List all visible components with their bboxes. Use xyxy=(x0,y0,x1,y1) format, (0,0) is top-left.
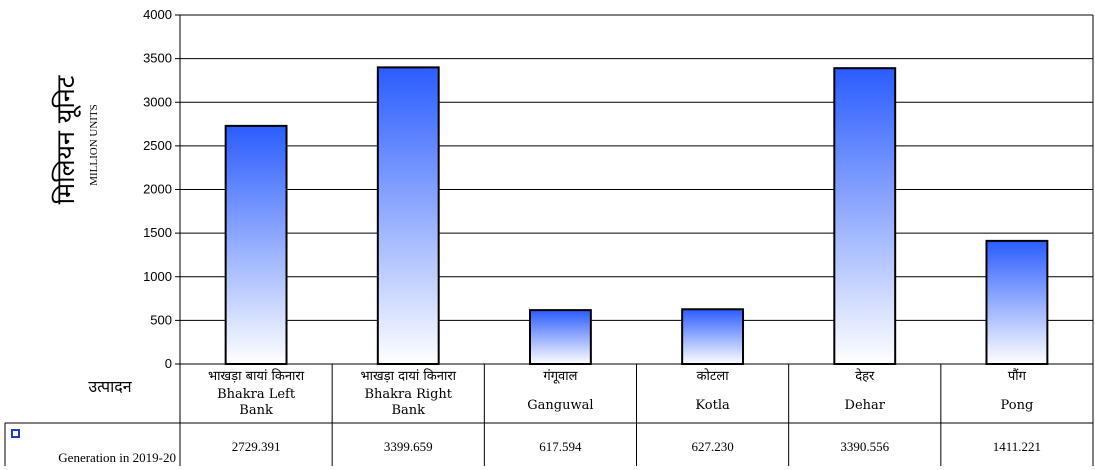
category-label: Kotla xyxy=(695,398,730,413)
category-label-hindi: पौंग xyxy=(1008,368,1027,384)
bar-kotla xyxy=(681,308,745,365)
y-tick-label: 3000 xyxy=(143,94,172,109)
category-label-hindi: कोटला xyxy=(697,368,730,384)
category-label: Bhakra Right xyxy=(364,387,452,402)
data-label: 627.230 xyxy=(691,439,733,454)
bar-bhakra-right-bank xyxy=(376,66,440,365)
y-tick-label: 1000 xyxy=(143,269,172,284)
category-label: Bank xyxy=(391,403,425,418)
y-tick-label: 4000 xyxy=(143,7,172,22)
y-tick-label: 3500 xyxy=(143,51,172,66)
y-axis: 0 500 1000 1500 2000 2500 3000 3500 4000 xyxy=(143,7,1094,371)
y-axis-label-hindi: मिलियन यूनिट xyxy=(51,75,81,204)
data-label: 1411.221 xyxy=(993,439,1041,454)
category-label-hindi: गंगूवाल xyxy=(543,369,577,384)
y-tick-label: 1500 xyxy=(143,225,172,240)
category-label: Dehar xyxy=(845,398,886,413)
y-axis-label: MILLION UNITS xyxy=(88,104,100,186)
bar-bhakra-left-bank xyxy=(224,124,288,365)
data-label: 2729.391 xyxy=(232,439,281,454)
series-name: Generation in 2019-20 xyxy=(58,450,176,465)
category-label-hindi: देहर xyxy=(855,368,875,384)
category-label: Pong xyxy=(1001,398,1034,413)
y-tick-label: 2000 xyxy=(143,182,172,197)
bars xyxy=(224,66,1049,366)
category-label-hindi: भाखड़ा दायां किनारा xyxy=(360,368,456,384)
category-label: Ganguwal xyxy=(527,398,593,413)
category-label-hindi: भाखड़ा बायां किनारा xyxy=(208,368,305,384)
row-header-label: उत्पादन xyxy=(88,377,132,396)
category-label: Bank xyxy=(239,403,273,418)
data-label: 3399.659 xyxy=(384,439,433,454)
data-label: 617.594 xyxy=(539,439,582,454)
data-table: भाखड़ा बायां किनाराBhakra LeftBank2729.3… xyxy=(4,364,1094,466)
gridlines xyxy=(180,14,1093,365)
data-label: 3390.556 xyxy=(840,439,889,454)
bar-dehar xyxy=(833,67,897,366)
bar-ganguwal xyxy=(528,309,592,366)
bar-pong xyxy=(985,239,1049,366)
legend-key xyxy=(11,429,20,438)
y-tick-label: 500 xyxy=(150,312,172,327)
category-label: Bhakra Left xyxy=(217,387,296,402)
y-tick-label: 2500 xyxy=(143,138,172,153)
y-tick-label: 0 xyxy=(165,356,172,371)
